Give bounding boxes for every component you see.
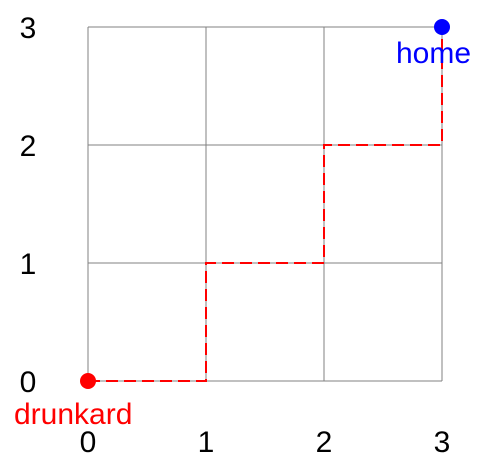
y-tick-label: 3 <box>20 12 37 45</box>
x-tick-label: 2 <box>316 426 333 459</box>
y-tick-label: 0 <box>20 366 37 399</box>
y-tick-label: 2 <box>20 130 37 163</box>
walk-path-line <box>88 27 443 382</box>
x-axis-ticks: 0 1 2 3 <box>80 426 451 459</box>
x-tick-label: 1 <box>198 426 215 459</box>
x-tick-label: 0 <box>80 426 97 459</box>
start-label: drunkard <box>14 398 132 431</box>
end-point-dot <box>434 19 450 35</box>
start-point-dot <box>80 373 96 389</box>
end-label: home <box>396 37 471 70</box>
walk-path <box>88 27 443 382</box>
grid-lines <box>87 26 443 382</box>
y-tick-label: 1 <box>20 248 37 281</box>
y-axis-ticks: 0 1 2 3 <box>20 12 37 399</box>
x-tick-label: 3 <box>434 426 451 459</box>
